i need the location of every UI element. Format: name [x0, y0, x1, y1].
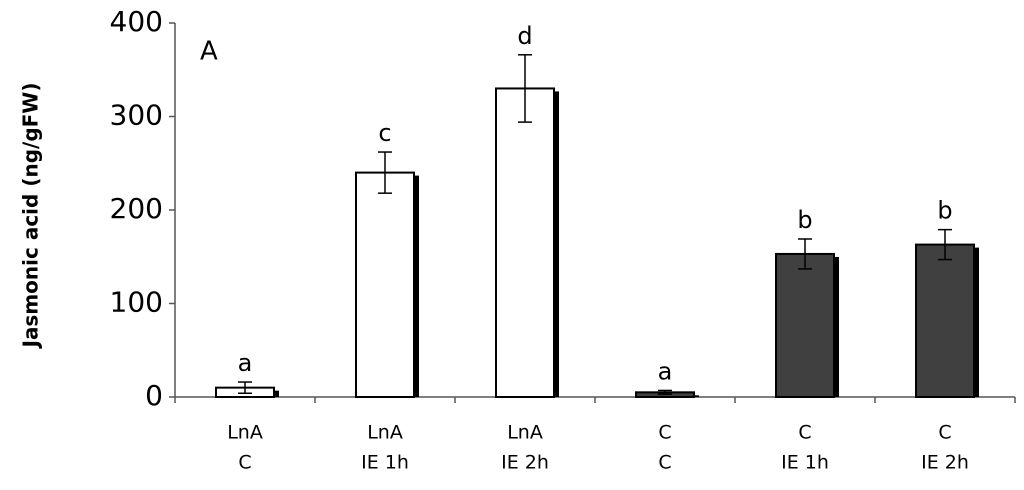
- bar: [775, 252, 835, 398]
- x-tick-label: C: [238, 452, 251, 474]
- x-tick-label: C: [658, 422, 671, 444]
- significance-label: c: [378, 119, 391, 147]
- bar: [355, 171, 415, 398]
- y-tick-label: 200: [110, 192, 163, 225]
- x-tick-label: LnA: [507, 422, 543, 444]
- x-tick-label: C: [938, 422, 951, 444]
- significance-label: d: [517, 22, 532, 50]
- x-tick-label: LnA: [367, 422, 403, 444]
- x-tick-label: IE 1h: [781, 452, 829, 474]
- x-tick-label: IE 2h: [921, 452, 969, 474]
- panel-label: A: [200, 37, 218, 67]
- y-tick-label: 400: [110, 5, 163, 38]
- x-tick-label: IE 2h: [501, 452, 549, 474]
- significance-label: a: [658, 357, 673, 385]
- y-tick-label: 100: [110, 286, 163, 319]
- x-tick-label: IE 1h: [361, 452, 409, 474]
- significance-label: b: [937, 197, 952, 225]
- bar: [495, 87, 555, 398]
- y-tick-label: 0: [145, 379, 163, 412]
- y-tick-label: 300: [110, 99, 163, 132]
- x-tick-label: C: [798, 422, 811, 444]
- significance-label: a: [238, 349, 253, 377]
- x-tick-label: C: [658, 452, 671, 474]
- x-tick-label: LnA: [227, 422, 263, 444]
- y-axis-label: Jasmonic acid (ng/gFW): [19, 83, 43, 350]
- bar: [915, 243, 975, 398]
- significance-label: b: [797, 206, 812, 234]
